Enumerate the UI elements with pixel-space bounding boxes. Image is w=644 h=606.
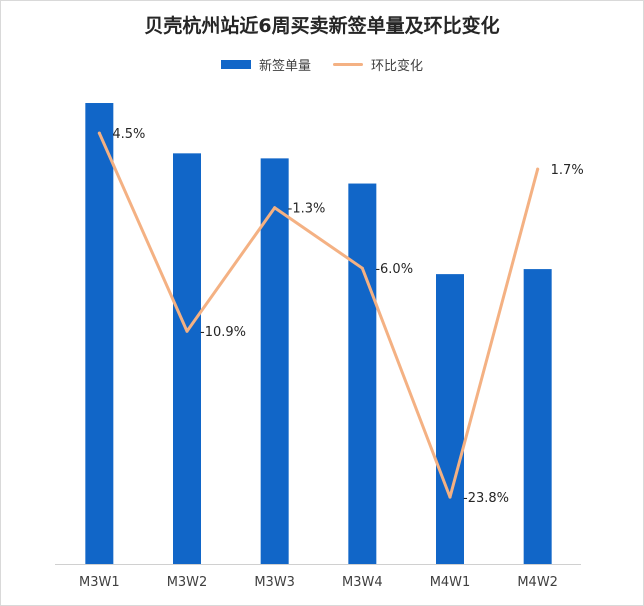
line-point-m4w1 (448, 495, 452, 499)
legend-item-line: 环比变化 (333, 55, 423, 74)
line-point-m3w3 (273, 206, 277, 210)
x-tick-label: M3W3 (254, 575, 295, 590)
line-data-label: -10.9% (200, 325, 246, 340)
legend-item-bar: 新签单量 (220, 55, 311, 74)
legend-label-bar: 新签单量 (258, 59, 311, 74)
legend-label-line: 环比变化 (371, 59, 424, 74)
x-tick-label: M3W4 (342, 575, 383, 590)
bar-m4w1 (436, 274, 464, 564)
line-point-m3w4 (360, 266, 364, 270)
bar-m3w4 (348, 183, 377, 564)
legend-swatch-line (333, 63, 363, 66)
x-tick-label: M4W2 (517, 575, 558, 590)
x-tick-label: M3W2 (167, 575, 208, 590)
legend: 新签单量 环比变化 (1, 55, 643, 74)
x-tick-label: M3W1 (79, 575, 120, 590)
line-data-label: -6.0% (375, 262, 413, 277)
bar-m4w2 (523, 269, 552, 564)
line-point-m3w1 (97, 131, 101, 135)
line-data-label: -1.3% (288, 202, 326, 217)
line-data-label: 4.5% (112, 127, 145, 142)
line-point-m4w2 (536, 167, 540, 171)
bar-m3w1 (85, 103, 114, 564)
legend-swatch-bar (220, 60, 251, 69)
bar-m3w3 (260, 158, 289, 564)
line-data-label: -23.8% (463, 491, 509, 506)
line-series-wow (97, 131, 540, 499)
line-data-label: 1.7% (551, 163, 584, 178)
line-point-m3w2 (185, 329, 189, 333)
x-tick-label: M4W1 (430, 575, 471, 590)
chart-title: 贝壳杭州站近6周买卖新签单量及环比变化 (144, 15, 500, 37)
bar-m3w2 (173, 153, 201, 565)
